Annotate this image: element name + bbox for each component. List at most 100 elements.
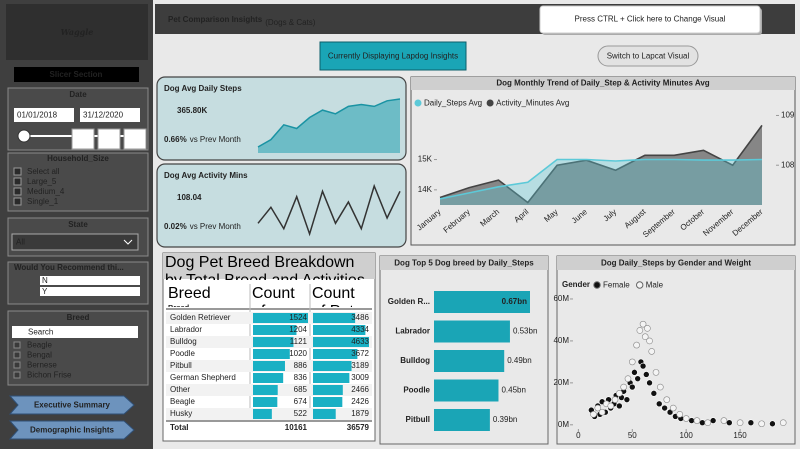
bar xyxy=(434,379,499,402)
scatter-point xyxy=(650,390,658,397)
cell: 836 xyxy=(294,373,308,382)
checkbox[interactable] xyxy=(13,371,21,379)
kpi-title: Dog Avg Daily Steps xyxy=(164,84,242,93)
scatter-point xyxy=(646,379,653,387)
date-title: Date xyxy=(69,90,87,99)
y-tick-label: 40M xyxy=(553,336,569,345)
household-item[interactable]: Single_1 xyxy=(27,197,59,206)
breed-panel xyxy=(7,310,149,386)
breed-item[interactable]: Beagle xyxy=(27,341,52,350)
data-bar xyxy=(313,409,336,419)
current-view-button[interactable] xyxy=(319,41,467,71)
x-tick-label: 0 xyxy=(576,431,581,440)
tooltip-text: Press CTRL + Click here to Change Visual xyxy=(575,15,726,24)
table-header: Count of Pet IDCount of Pet ID xyxy=(312,285,366,307)
kpi-change: 0.02% xyxy=(164,222,187,231)
cell: 4633 xyxy=(351,337,369,346)
legend-label: Female xyxy=(603,281,630,290)
slider-handle[interactable] xyxy=(17,129,31,143)
logo-box xyxy=(6,4,148,60)
data-bar xyxy=(253,397,278,407)
table-title-bar xyxy=(163,253,375,279)
visual-icon[interactable] xyxy=(97,128,121,150)
switch-button[interactable] xyxy=(597,45,699,67)
household-item[interactable]: Large_5 xyxy=(27,177,57,186)
checkbox[interactable] xyxy=(13,167,22,176)
scatter-point xyxy=(693,417,701,424)
bar xyxy=(434,291,530,313)
legend-title: Gender xyxy=(562,280,590,289)
kpi-change: 0.66% xyxy=(164,135,187,144)
recommend-option[interactable] xyxy=(40,287,140,296)
data-label: 0.67bn xyxy=(502,297,527,306)
scatter-point xyxy=(646,337,653,345)
cell: Poodle xyxy=(170,349,195,358)
recommend-item[interactable]: N xyxy=(42,276,48,285)
breed-search[interactable] xyxy=(12,326,138,338)
scatter-point xyxy=(628,358,636,366)
data-label: 0.39bn xyxy=(493,415,517,424)
scatter-point xyxy=(634,375,641,382)
recommend-option[interactable] xyxy=(40,276,140,285)
current-view-label[interactable]: Currently Displaying Lapdog Insights xyxy=(328,52,458,61)
scatter-point xyxy=(643,371,650,378)
nav-label[interactable]: Executive Summary xyxy=(34,401,111,410)
cell: 2466 xyxy=(351,385,369,394)
scatter-point xyxy=(779,419,787,427)
cell: 3486 xyxy=(351,313,369,322)
kpi-title: Dog Avg Activity Mins xyxy=(164,171,248,180)
date-end-box[interactable] xyxy=(80,108,140,122)
data-bar xyxy=(253,313,308,323)
trend-title-bar xyxy=(411,77,795,90)
household-item[interactable]: Medium_4 xyxy=(27,187,65,196)
scatter-point xyxy=(624,375,632,382)
date-end[interactable]: 31/12/2020 xyxy=(83,111,124,120)
cell: Bulldog xyxy=(170,337,197,346)
legend-marker xyxy=(593,281,601,289)
checkbox[interactable] xyxy=(13,351,21,359)
household-panel xyxy=(7,152,149,212)
cell: Pitbull xyxy=(170,361,192,370)
breed-item[interactable]: Bernese xyxy=(27,361,57,370)
nav-button[interactable] xyxy=(8,420,135,440)
household-item[interactable]: Select all xyxy=(27,167,60,176)
scatter-point xyxy=(644,325,651,332)
breed-item[interactable]: Bengal xyxy=(27,351,52,360)
cell: 3009 xyxy=(351,373,369,382)
legend-label: Daily_Steps Avg xyxy=(424,99,482,108)
scatter-point xyxy=(639,320,647,328)
series-area xyxy=(440,159,762,205)
y-tick-label: Poodle xyxy=(403,386,430,395)
checkbox[interactable] xyxy=(13,187,22,196)
state-selected[interactable]: All xyxy=(16,238,25,247)
visual-icon[interactable] xyxy=(71,128,95,150)
checkbox[interactable] xyxy=(13,361,21,369)
cell: 4334 xyxy=(351,325,369,334)
data-bar xyxy=(313,313,356,323)
slicer-section: Slicer Section xyxy=(50,70,103,79)
chart-title: Dog Daily_Steps by Gender and Weight xyxy=(601,259,751,268)
checkbox[interactable] xyxy=(13,341,21,349)
date-start-box[interactable] xyxy=(14,108,74,122)
data-label: 0.53bn xyxy=(513,327,537,336)
checkbox[interactable] xyxy=(13,197,22,206)
kpi-sparkline xyxy=(257,183,401,237)
state-dropdown[interactable] xyxy=(11,233,139,251)
date-start[interactable]: 01/01/2018 xyxy=(17,111,58,120)
scatter-point xyxy=(628,383,636,391)
nav-button[interactable] xyxy=(8,395,135,415)
bar xyxy=(434,320,510,343)
scatter-point xyxy=(720,417,728,424)
cell: Labrador xyxy=(170,325,202,334)
nav-label[interactable]: Demographic Insights xyxy=(30,426,115,435)
breed-search-text[interactable]: Search xyxy=(28,328,53,337)
data-bar xyxy=(253,373,284,383)
visual-icon[interactable] xyxy=(123,128,147,150)
scatter-point xyxy=(607,402,615,410)
breed-item[interactable]: Bichon Frise xyxy=(27,371,72,380)
switch-label[interactable]: Switch to Lapcat Visual xyxy=(607,52,690,61)
scatter-point xyxy=(736,419,744,427)
recommend-item[interactable]: Y xyxy=(42,287,48,296)
scatter-point xyxy=(758,420,765,428)
checkbox[interactable] xyxy=(13,177,22,186)
